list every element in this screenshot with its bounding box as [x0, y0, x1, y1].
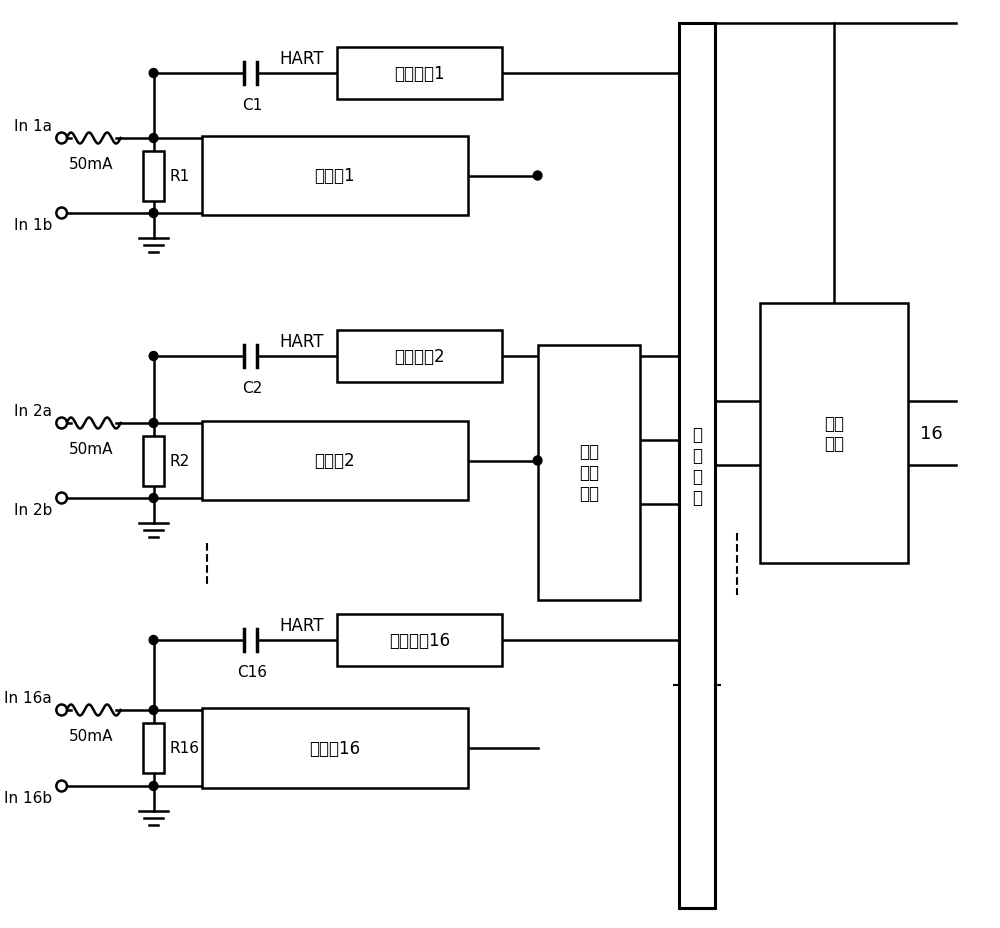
Text: HART: HART [279, 50, 324, 68]
Circle shape [149, 135, 158, 143]
Text: R1: R1 [169, 169, 189, 184]
Circle shape [533, 172, 542, 181]
Text: In 2b: In 2b [14, 503, 52, 518]
Circle shape [149, 781, 158, 791]
FancyBboxPatch shape [202, 136, 468, 216]
Text: 控制
模块: 控制 模块 [824, 414, 844, 453]
Text: 50mA: 50mA [69, 728, 113, 743]
Text: HART: HART [279, 332, 324, 351]
Text: C16: C16 [237, 664, 267, 679]
Circle shape [56, 493, 67, 504]
Text: HART: HART [279, 616, 324, 635]
Text: In 16a: In 16a [4, 690, 52, 705]
FancyBboxPatch shape [143, 723, 164, 773]
FancyBboxPatch shape [143, 151, 164, 201]
Text: 滤波器2: 滤波器2 [315, 452, 355, 470]
Text: 整形模先2: 整形模先2 [394, 348, 445, 366]
Text: R2: R2 [169, 454, 189, 469]
Circle shape [56, 780, 67, 792]
Text: In 1b: In 1b [14, 218, 52, 233]
FancyBboxPatch shape [760, 303, 908, 563]
FancyBboxPatch shape [337, 330, 502, 382]
Circle shape [149, 210, 158, 218]
Text: 模数
转换
模块: 模数 转换 模块 [579, 443, 599, 502]
Text: 滤波內16: 滤波內16 [309, 740, 360, 757]
Text: 50mA: 50mA [69, 157, 113, 172]
FancyBboxPatch shape [143, 436, 164, 486]
FancyBboxPatch shape [202, 421, 468, 500]
Circle shape [149, 636, 158, 645]
FancyBboxPatch shape [337, 48, 502, 100]
Circle shape [149, 705, 158, 715]
Text: In 16b: In 16b [4, 791, 52, 806]
Circle shape [533, 457, 542, 466]
Text: 整形模全16: 整形模全16 [389, 631, 450, 650]
Circle shape [56, 418, 67, 429]
Circle shape [149, 494, 158, 503]
FancyBboxPatch shape [679, 24, 715, 908]
Circle shape [149, 70, 158, 78]
Text: In 2a: In 2a [14, 404, 52, 419]
Circle shape [56, 704, 67, 715]
Text: 整形模先1: 整形模先1 [394, 65, 445, 83]
Circle shape [56, 208, 67, 219]
FancyBboxPatch shape [337, 614, 502, 666]
Circle shape [56, 134, 67, 145]
Circle shape [149, 352, 158, 361]
Circle shape [149, 419, 158, 428]
Text: In 1a: In 1a [14, 120, 52, 135]
Text: 滤波器1: 滤波器1 [315, 167, 355, 186]
Text: C1: C1 [242, 97, 262, 113]
FancyBboxPatch shape [538, 345, 640, 599]
Text: 50mA: 50mA [69, 442, 113, 457]
Text: C2: C2 [242, 380, 262, 395]
Text: R16: R16 [169, 741, 199, 755]
Text: 16: 16 [920, 424, 942, 443]
FancyBboxPatch shape [202, 708, 468, 788]
Text: 隔
离
模
块: 隔 离 模 块 [692, 426, 702, 506]
